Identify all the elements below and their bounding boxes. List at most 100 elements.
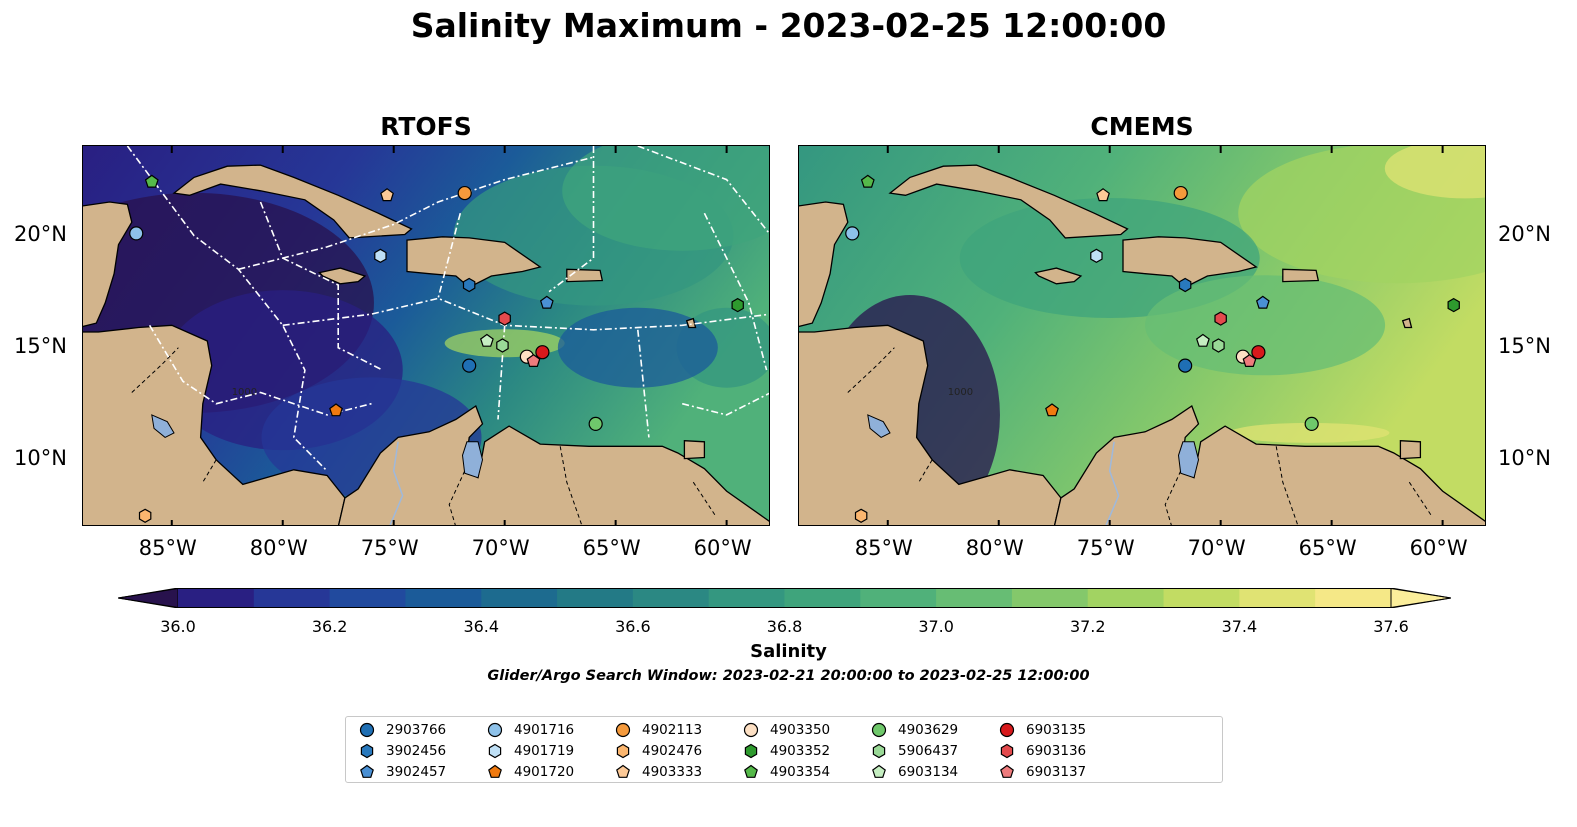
legend-label: 2903766 <box>386 722 447 738</box>
colorbar-tick-label: 36.6 <box>615 617 651 636</box>
legend-marker-icon <box>744 743 758 759</box>
colorbar-tick-label: 37.6 <box>1373 617 1409 636</box>
legend-marker-icon <box>743 722 759 738</box>
legend-item-2903766: 2903766 <box>358 720 446 740</box>
float-marker-4903354[interactable] <box>860 174 875 188</box>
float-marker-3902457[interactable] <box>1255 295 1270 309</box>
legend-label: 4901716 <box>514 722 575 738</box>
float-marker-4902476[interactable] <box>854 508 868 523</box>
land-puertorico <box>1282 268 1320 283</box>
float-marker-3902456[interactable] <box>462 277 476 293</box>
land-hispaniola <box>406 236 542 288</box>
float-marker-6903134[interactable] <box>1195 333 1210 347</box>
legend-marker-icon <box>744 764 758 778</box>
float-marker-6903135[interactable] <box>535 345 550 360</box>
search-window-text: Glider/Argo Search Window: 2023-02-21 20… <box>487 668 1090 684</box>
float-marker-4903333[interactable] <box>1096 188 1110 202</box>
legend-item-4902113: 4902113 <box>614 720 702 740</box>
legend-item-5906437: 5906437 <box>870 741 958 761</box>
colorbar-tick-label: 36.8 <box>766 617 803 636</box>
float-marker-4903352[interactable] <box>731 297 744 313</box>
x-tick-label: 85°W <box>854 536 913 560</box>
float-marker-6903136[interactable] <box>498 311 511 326</box>
legend-label: 4902476 <box>642 743 703 759</box>
float-marker-6903137[interactable] <box>526 353 541 367</box>
float-marker-4903354[interactable] <box>144 174 159 188</box>
colorbar-tick-label: 36.2 <box>311 617 348 636</box>
land-cuba <box>888 164 1129 239</box>
legend-marker-icon <box>359 722 375 738</box>
eez-boundary <box>259 201 383 371</box>
legend-marker-icon <box>488 743 502 759</box>
land-jamaica <box>318 267 367 285</box>
legend-marker-icon <box>871 722 887 738</box>
colorbar-tick-label: 36.0 <box>160 617 196 636</box>
legend-marker-icon <box>487 722 503 738</box>
colorbar-tick-label: 37.2 <box>1069 617 1106 636</box>
land-yucatan <box>83 201 133 328</box>
legend-label: 6903134 <box>898 764 959 780</box>
float-marker-4903352[interactable] <box>1447 297 1460 313</box>
x-tick-label: 80°W <box>965 536 1024 560</box>
float-marker-6903136[interactable] <box>1214 311 1227 326</box>
legend-item-6903134: 6903134 <box>870 762 958 782</box>
float-marker-4901720[interactable] <box>329 403 343 417</box>
contour-label: 1000 <box>948 387 973 398</box>
legend-label: 4901720 <box>514 764 575 780</box>
float-marker-6903135[interactable] <box>1251 345 1266 360</box>
x-tick-label: 80°W <box>249 536 308 560</box>
float-marker-4903629[interactable] <box>1304 416 1319 432</box>
eez-boundary <box>703 212 768 371</box>
legend-marker-icon <box>1000 743 1014 759</box>
legend-item-4903354: 4903354 <box>742 762 830 782</box>
float-marker-3902456[interactable] <box>1178 277 1192 293</box>
land-cuba <box>172 164 413 239</box>
float-marker-4903333[interactable] <box>380 188 394 202</box>
x-tick-label: 65°W <box>582 536 641 560</box>
land-puertorico <box>566 268 604 283</box>
x-tick-label: 60°W <box>693 536 752 560</box>
float-marker-4903629[interactable] <box>588 416 603 432</box>
panel-title-cmems: CMEMS <box>1090 112 1194 141</box>
float-marker-2903766[interactable] <box>1178 358 1193 373</box>
float-marker-3902457[interactable] <box>539 295 554 309</box>
legend-label: 4903354 <box>770 764 831 780</box>
legend-marker-icon <box>1000 764 1014 778</box>
float-marker-4902113[interactable] <box>1173 185 1188 201</box>
legend-item-6903135: 6903135 <box>998 720 1086 740</box>
lake <box>867 414 891 438</box>
y-tick-label-left: 10°N <box>14 445 67 470</box>
float-marker-5906437[interactable] <box>496 338 509 353</box>
colorbar-tick-label: 37.4 <box>1221 617 1258 636</box>
x-tick-label: 70°W <box>1187 536 1246 560</box>
y-tick-label-right: 10°N <box>1498 445 1551 470</box>
legend-marker-icon <box>488 764 502 778</box>
legend-item-4902476: 4902476 <box>614 741 702 761</box>
rtofs-map-panel: 1000 <box>82 145 770 526</box>
legend-item-4903629: 4903629 <box>870 720 958 740</box>
legend-item-3902456: 3902456 <box>358 741 446 761</box>
float-marker-4901716[interactable] <box>845 226 860 241</box>
float-marker-4902113[interactable] <box>457 185 472 201</box>
land-jamaica <box>1034 267 1083 285</box>
legend-item-6903136: 6903136 <box>998 741 1086 761</box>
float-marker-6903137[interactable] <box>1242 353 1257 367</box>
panel-title-rtofs: RTOFS <box>380 112 472 141</box>
eez-boundary <box>682 392 769 416</box>
legend-item-4901719: 4901719 <box>486 741 574 761</box>
float-marker-5906437[interactable] <box>1212 338 1225 353</box>
legend-marker-icon <box>616 764 630 778</box>
float-marker-4902476[interactable] <box>138 508 152 523</box>
float-marker-6903134[interactable] <box>479 333 494 347</box>
x-tick-label: 75°W <box>1076 536 1135 560</box>
float-marker-4901719[interactable] <box>374 248 387 263</box>
float-marker-4901720[interactable] <box>1045 403 1059 417</box>
legend-marker-icon <box>360 743 374 759</box>
legend-item-4903333: 4903333 <box>614 762 702 782</box>
float-marker-2903766[interactable] <box>462 358 477 373</box>
legend-label: 6903136 <box>1026 743 1087 759</box>
legend-label: 6903137 <box>1026 764 1087 780</box>
float-marker-4901716[interactable] <box>129 226 144 241</box>
legend-label: 4903350 <box>770 722 831 738</box>
float-marker-4901719[interactable] <box>1090 248 1103 263</box>
